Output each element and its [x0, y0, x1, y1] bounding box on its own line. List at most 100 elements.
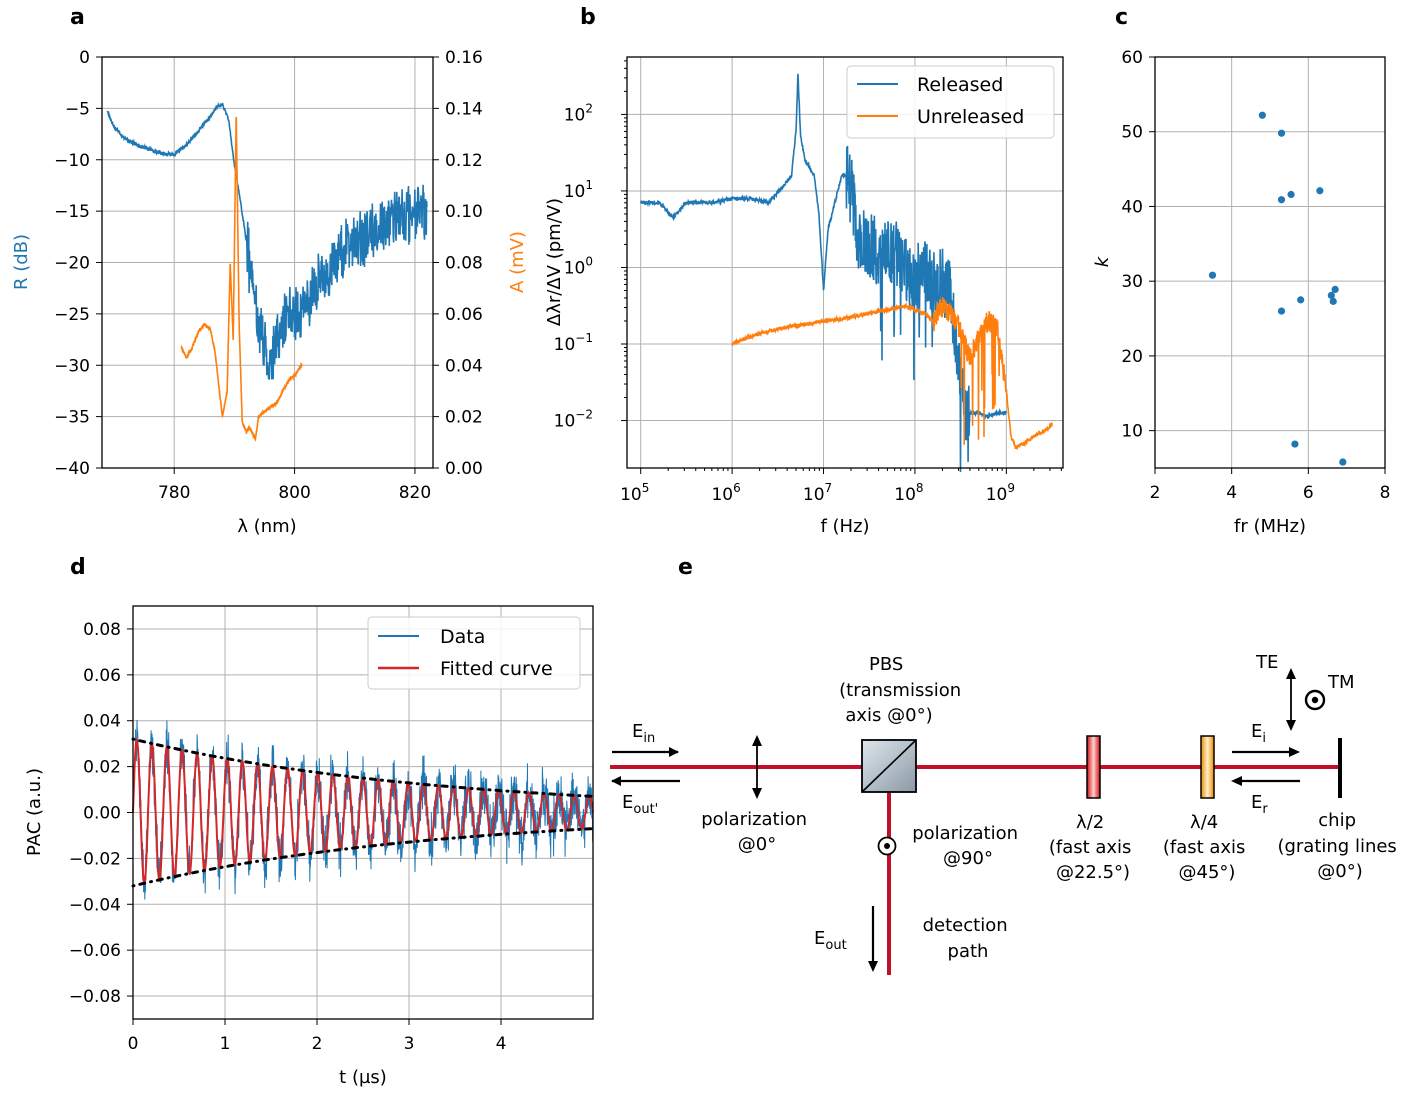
tick-label-x: 780 — [158, 483, 190, 503]
tick-label-y: 30 — [1121, 272, 1143, 292]
chart-a-frame — [101, 56, 434, 469]
scatter-point — [1331, 285, 1339, 294]
tick-label-y-left: −15 — [54, 202, 90, 222]
tick-label-y-left: 0 — [79, 48, 90, 68]
tick-base: 10 — [986, 485, 1008, 505]
label-e-out-prime: Eout' — [622, 792, 658, 817]
chart-c-series — [1208, 111, 1347, 466]
chart-c: 2 4 6 8 60 50 40 30 20 10 fr (MHz) k — [1092, 48, 1390, 537]
tick-label-x: 2 — [1150, 483, 1161, 503]
tick-label-y: 50 — [1121, 123, 1143, 143]
scatter-point — [1287, 190, 1295, 199]
label-e-in: Ein — [632, 721, 655, 746]
scatter-point — [1329, 297, 1337, 305]
tick-label-x: 4 — [1226, 483, 1237, 503]
arrow-e-r-head — [1231, 776, 1242, 786]
chart-c-frame — [1154, 56, 1386, 469]
tick-label-x: 4 — [496, 1034, 507, 1054]
tick-label-x: 8 — [1380, 483, 1391, 503]
label-pbs: PBS (transmission axis @0°) — [839, 654, 967, 726]
tick-base: 10 — [564, 182, 586, 202]
chart-b-series — [639, 73, 1053, 473]
optical-schematic: Ein Eout' polarization @0° PBS (trans — [610, 652, 1402, 975]
tick-label-x: 6 — [1303, 483, 1314, 503]
scatter-point — [1277, 196, 1286, 204]
tick-label-y: 0.06 — [83, 666, 121, 686]
tick-label-x: 106 — [711, 481, 740, 505]
scatter-point — [1208, 271, 1217, 279]
tick-label-y-left: −40 — [54, 459, 90, 479]
tick-exponent: 1 — [585, 178, 593, 192]
tick-base: 10 — [620, 485, 642, 505]
chart-c-xlabel: fr (MHz) — [1234, 516, 1306, 537]
tick-label-y-right: 0.00 — [445, 459, 483, 479]
tick-label-y-right: 0.14 — [445, 99, 483, 119]
tick-label-x: 800 — [278, 483, 310, 503]
label-te: TE — [1255, 652, 1278, 673]
tick-label-y: 10−1 — [554, 331, 593, 355]
half-wave-plate — [1086, 735, 1101, 799]
tick-label-y-left: −10 — [54, 151, 90, 171]
panel-label-e: e — [678, 555, 693, 580]
legend-label-released: Released — [917, 74, 1003, 96]
pbs-cube — [861, 739, 917, 793]
series-line-released — [639, 73, 1008, 473]
tick-label-y-left: −5 — [65, 99, 90, 119]
tick-label-y-right: 0.16 — [445, 48, 483, 68]
arrow-e-out-head — [868, 961, 878, 972]
chart-d-ylabel: PAC (a.u.) — [24, 768, 45, 856]
tick-base: 10 — [564, 105, 586, 125]
tick-base: 10 — [564, 258, 586, 278]
tick-exponent: 6 — [733, 481, 741, 495]
scatter-point — [1316, 187, 1324, 195]
envelope-upper — [131, 737, 595, 798]
tick-label-y: 100 — [564, 254, 593, 278]
tick-exponent: 7 — [825, 481, 833, 495]
tick-label-y: 0.08 — [83, 620, 121, 640]
chart-b-xlabel: f (Hz) — [820, 516, 869, 537]
label-polarization-0: polarization @0° — [701, 809, 813, 855]
chart-a-grid — [102, 56, 433, 469]
tick-label-x: 820 — [399, 483, 431, 503]
label-polarization-90: polarization @90° — [912, 823, 1024, 869]
arrow-e-out-prime-head — [611, 776, 621, 786]
tick-label-y: −0.06 — [69, 941, 121, 961]
panel-label-a: a — [70, 5, 85, 30]
scatter-point — [1277, 307, 1286, 315]
chart-d: 0 1 2 3 4 0.08 0.06 0.04 0.02 0.00 −0.02 −0.04 −0.06… — [24, 605, 595, 1088]
tick-exponent: −2 — [575, 408, 593, 422]
arrow-e-in-head — [669, 747, 679, 757]
tick-label-y: 0.02 — [83, 758, 121, 778]
chart-b-frame — [626, 56, 1064, 469]
tick-label-y: 102 — [564, 101, 593, 125]
tick-label-y-right: 0.06 — [445, 305, 483, 325]
tick-label-y-right: 0.08 — [445, 254, 483, 274]
chart-c-grid — [1154, 56, 1386, 468]
tick-label-y-right: 0.02 — [445, 408, 483, 428]
quarter-wave-plate — [1200, 735, 1215, 799]
tick-exponent: 8 — [916, 481, 924, 495]
series-line-a — [180, 116, 303, 442]
label-e-r: Er — [1251, 792, 1268, 817]
arrow-e-i-head — [1289, 747, 1300, 757]
tick-label-y-left: −20 — [54, 254, 90, 274]
envelope-lower — [131, 827, 595, 888]
panel-label-b: b — [580, 5, 596, 30]
tick-label-y: 101 — [564, 178, 593, 202]
chart-c-ylabel: k — [1092, 255, 1113, 267]
chart-b-legend: Released Unreleased — [846, 65, 1055, 139]
tick-label-y: 40 — [1121, 197, 1143, 217]
chart-a-series — [106, 101, 428, 442]
tick-label-y-right: 0.04 — [445, 356, 483, 376]
tick-exponent: 0 — [585, 254, 593, 268]
label-chip: chip (grating lines @0°) — [1277, 810, 1402, 882]
tick-exponent: 2 — [585, 101, 593, 115]
scatter-point — [1339, 458, 1347, 466]
tick-label-y: 20 — [1121, 347, 1143, 367]
chart-a-ticks: 780 800 820 0 −5 −10 −15 −20 −25 −30 −35 −40 0.16 0.1… — [54, 48, 483, 503]
tick-label-y: 60 — [1121, 48, 1143, 68]
label-quarter-wave-plate: λ/4 (fast axis @45°) — [1163, 812, 1251, 883]
legend-label-data: Data — [440, 626, 485, 648]
tick-label-x: 109 — [986, 481, 1015, 505]
